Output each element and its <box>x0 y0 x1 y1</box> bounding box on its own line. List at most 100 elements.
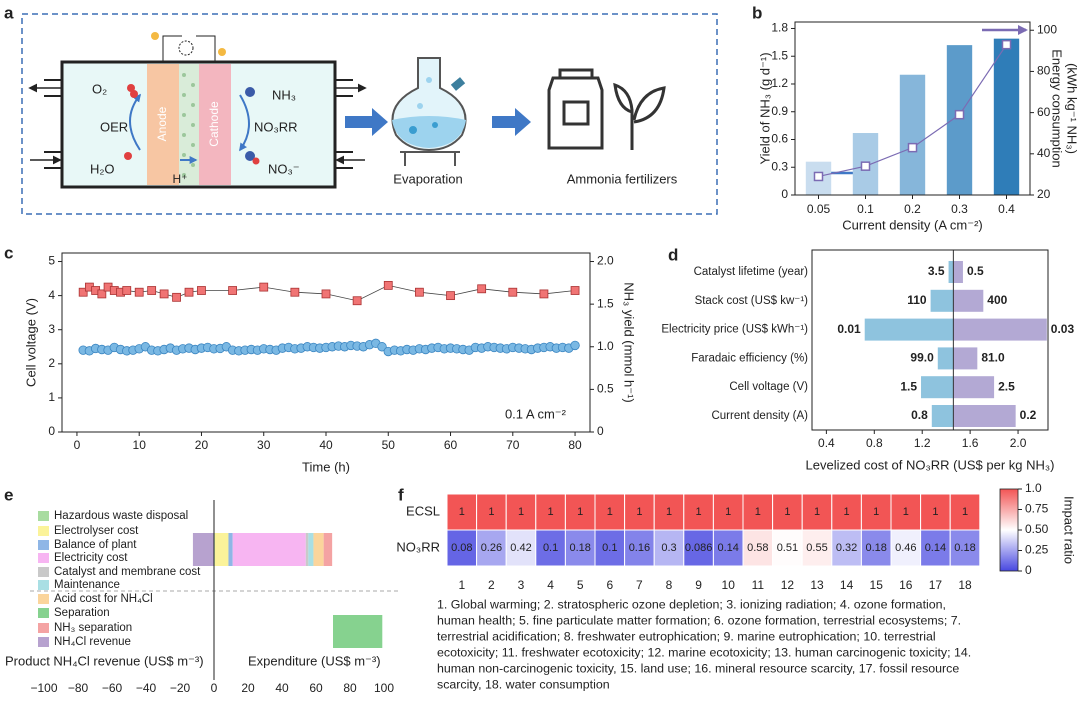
column-label: 5 <box>577 578 584 592</box>
cell <box>890 529 922 567</box>
legend-label: Electricity cost <box>54 552 128 564</box>
marker <box>383 280 393 290</box>
bar <box>953 289 984 312</box>
data-label: 110 <box>907 293 927 307</box>
caption-line: scarcity, 18. water consumption <box>437 677 610 691</box>
colorbar-label: Impact ratio <box>1062 496 1077 564</box>
tick-label: −60 <box>102 681 123 695</box>
x-axis-label: Current density (A cm⁻²) <box>842 217 983 232</box>
cell-label: 0.32 <box>836 542 857 554</box>
oer-label: OER <box>100 119 128 134</box>
column-label: 3 <box>518 578 525 592</box>
cell-label: 1 <box>577 506 583 518</box>
wire <box>162 35 182 62</box>
x-axis-label: Levelized cost of NO₃RR (US$ per kg NH₃) <box>806 457 1055 472</box>
membrane-dots <box>182 73 195 177</box>
marker <box>352 296 362 306</box>
column-label: 7 <box>636 578 643 592</box>
cell-label: 1 <box>784 506 790 518</box>
marker <box>134 287 144 297</box>
frame <box>21 13 718 215</box>
bar <box>948 261 954 283</box>
x-tick-label: 0.2 <box>904 202 921 216</box>
bar <box>930 289 954 312</box>
plot-frame <box>811 249 1049 431</box>
cell-label: 1 <box>725 506 731 518</box>
x-axis-label: Product NH₄Cl revenue (US$ m⁻³) <box>5 653 204 668</box>
tick-label: 40 <box>275 681 289 695</box>
cell-label: 0.18 <box>865 542 886 554</box>
tick-label: 1.6 <box>962 436 979 450</box>
proton-label: H⁺ <box>173 172 188 186</box>
cell <box>949 529 981 567</box>
column-label: 15 <box>870 578 884 592</box>
cell-label: 0.42 <box>510 542 531 554</box>
caption-line: 1. Global warming; 2. stratospheric ozon… <box>437 597 946 611</box>
cell-label: 1 <box>607 506 613 518</box>
tick-label: 30 <box>257 438 271 452</box>
tick-label: 1.0 <box>597 339 614 353</box>
marker <box>259 282 269 292</box>
y-axis-label: Yield of NH₃ (g d⁻¹) <box>757 52 772 164</box>
tick-label: 1.5 <box>597 296 614 310</box>
molecule <box>130 90 138 98</box>
column-label: 17 <box>929 578 943 592</box>
data-label: 1.5 <box>900 379 917 393</box>
marker <box>954 109 965 120</box>
tick-label: 1.5 <box>771 48 788 62</box>
column-label: 6 <box>606 578 613 592</box>
electron <box>151 32 159 40</box>
fertilizer-icon <box>547 68 666 150</box>
tick-label: 80 <box>1037 64 1051 78</box>
bar <box>953 347 978 370</box>
tick-label: 60 <box>444 438 458 452</box>
cell-label: 0.55 <box>806 542 827 554</box>
tick-label: 60 <box>1037 105 1051 119</box>
process-arrow <box>492 108 531 136</box>
tick-label: 100 <box>1037 22 1057 36</box>
column-label: 12 <box>781 578 795 592</box>
tick-label: 0.9 <box>771 104 788 118</box>
tick-label: 0.3 <box>771 159 788 173</box>
tick-label: 1 <box>48 390 55 404</box>
tick-label: 2 <box>48 356 55 370</box>
tick-label: 0 <box>781 187 788 201</box>
tick-label: 0.8 <box>866 436 883 450</box>
molecule <box>245 151 255 161</box>
schematic: a Anode Cathode O₂ OER H₂O NH₃ <box>4 3 718 215</box>
flow-arrows <box>28 83 367 165</box>
cell-label: 0.46 <box>895 542 916 554</box>
marker <box>446 291 455 301</box>
tick-label: 0.25 <box>1025 543 1049 557</box>
marker <box>414 287 424 297</box>
legend-swatch <box>38 580 49 590</box>
panel-label: d <box>668 245 678 264</box>
cell <box>801 529 833 567</box>
cell-label: 1 <box>548 506 554 518</box>
legend-label: Hazardous waste disposal <box>54 510 188 522</box>
column-label: 14 <box>840 578 854 592</box>
marker <box>377 342 387 352</box>
colorbar <box>999 488 1019 572</box>
evaporation-label: Evaporation <box>393 171 462 186</box>
molecule <box>127 84 135 92</box>
column-label: 4 <box>547 578 554 592</box>
cell <box>712 529 744 567</box>
legend-swatch <box>38 637 49 647</box>
cell-label: 1 <box>814 506 820 518</box>
caption-line: human health; 5. fine particulate matter… <box>437 613 961 627</box>
tick-label: −40 <box>136 681 157 695</box>
marker <box>477 284 487 294</box>
legend-label: Maintenance <box>54 579 120 591</box>
tick-label: 70 <box>506 438 520 452</box>
marker <box>570 340 580 351</box>
marker <box>147 286 157 295</box>
bar-segment <box>228 533 233 566</box>
tick-label: 1.2 <box>771 76 788 90</box>
legend-label: NH₄Cl revenue <box>54 636 131 648</box>
tick-label: 5 <box>48 254 55 268</box>
nh3-label: NH₃ <box>272 87 296 102</box>
cell-label: 1 <box>459 506 465 518</box>
marker <box>1001 39 1012 50</box>
